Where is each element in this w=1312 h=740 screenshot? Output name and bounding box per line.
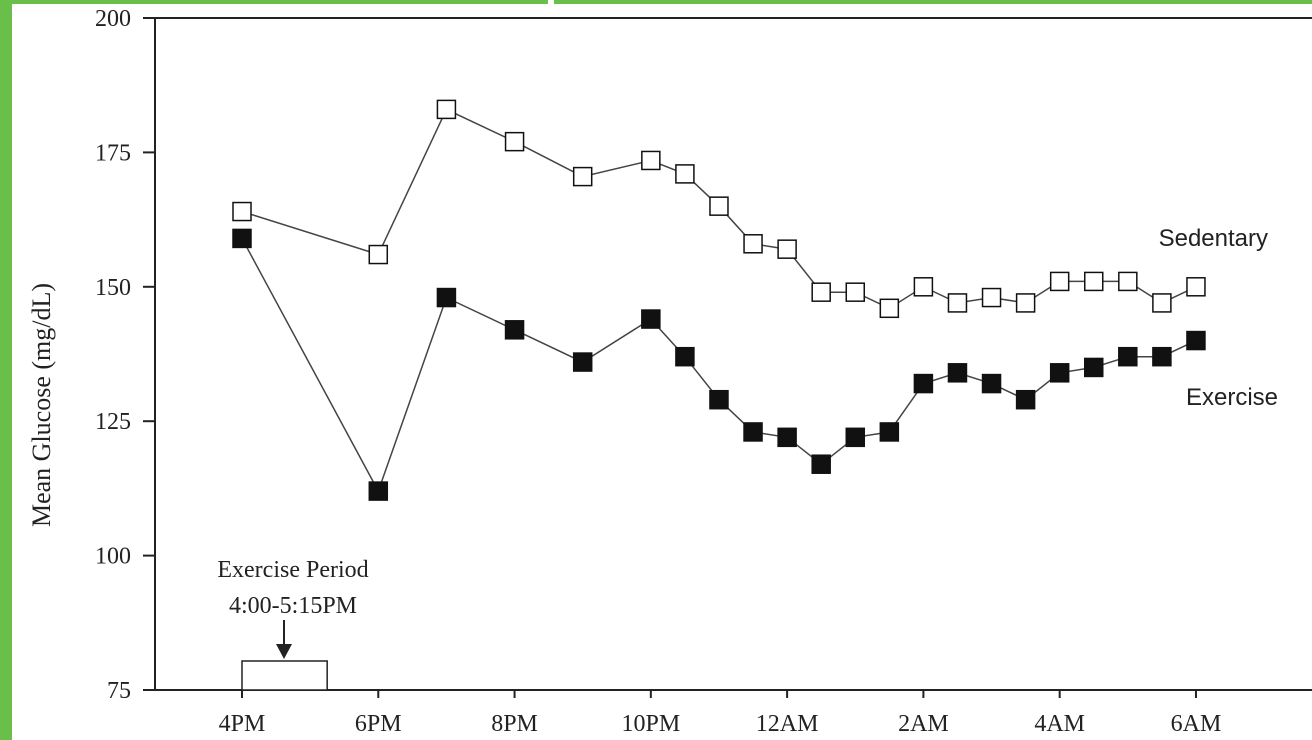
data-point-sedentary (845, 282, 866, 302)
series-lines (241, 108, 1197, 493)
x-tick-label: 4PM (219, 711, 266, 737)
data-point-sedentary (1015, 293, 1036, 313)
data-point-exercise (1084, 357, 1104, 378)
data-point-exercise (777, 427, 797, 448)
data-point-sedentary (981, 287, 1002, 308)
x-tick-label: 6AM (1171, 711, 1222, 737)
x-tick-label: 6PM (355, 711, 402, 737)
data-point-exercise (1049, 363, 1070, 383)
data-point-exercise (504, 320, 525, 340)
data-point-exercise (368, 481, 389, 501)
data-point-sedentary (436, 99, 457, 120)
x-tick-label: 4AM (1034, 711, 1085, 737)
series-label-sedentary: Sedentary (1159, 225, 1268, 252)
data-point-sedentary (1118, 271, 1138, 292)
data-point-sedentary (777, 239, 797, 259)
series-line-sedentary (241, 108, 1197, 310)
x-tick-label: 2AM (898, 711, 949, 737)
data-point-sedentary (641, 150, 661, 171)
y-tick-label: 75 (107, 678, 131, 704)
data-point-exercise (811, 454, 831, 474)
data-point-exercise (232, 228, 252, 249)
data-point-exercise (947, 363, 968, 383)
data-point-exercise (675, 346, 695, 367)
data-point-exercise (743, 422, 763, 442)
frame-notch (548, 0, 554, 5)
data-point-exercise (572, 352, 593, 372)
y-tick-label: 150 (95, 275, 131, 301)
data-point-exercise (879, 422, 900, 442)
data-point-exercise (641, 309, 661, 329)
data-point-exercise (1015, 389, 1036, 410)
data-point-exercise (981, 373, 1002, 394)
frame-border-left (0, 0, 12, 740)
data-point-sedentary (368, 244, 389, 265)
y-tick-label: 125 (95, 409, 131, 435)
data-point-sedentary (879, 298, 900, 319)
x-tick-label: 12AM (756, 711, 819, 737)
data-point-sedentary (232, 201, 252, 222)
y-axis-ticks: 75 100 125 150 175 200 (95, 6, 155, 704)
data-point-sedentary (811, 282, 831, 302)
axes (154, 17, 1312, 691)
frame-border-top (0, 0, 1312, 4)
data-point-exercise (436, 287, 457, 308)
series-markers (232, 99, 1206, 501)
data-point-exercise (709, 389, 729, 410)
y-tick-label: 175 (95, 140, 131, 166)
data-point-exercise (913, 373, 934, 394)
data-point-sedentary (743, 234, 763, 254)
data-point-exercise (1152, 346, 1172, 367)
data-point-sedentary (709, 196, 729, 216)
data-point-sedentary (1049, 271, 1070, 292)
annotation-line1: Exercise Period (217, 557, 368, 583)
data-point-exercise (1118, 346, 1138, 367)
y-tick-label: 100 (95, 544, 131, 570)
data-point-sedentary (1152, 293, 1172, 313)
data-point-sedentary (572, 166, 593, 187)
data-point-sedentary (913, 277, 934, 297)
exercise-period-box (241, 660, 328, 691)
series-line-exercise (241, 238, 1197, 493)
data-point-sedentary (947, 293, 968, 313)
data-point-exercise (845, 427, 866, 448)
data-point-sedentary (1186, 277, 1206, 297)
series-label-exercise: Exercise (1186, 384, 1278, 411)
x-axis-ticks: 4PM 6PM 8PM 10PM 12AM 2AM 4AM 6AM (219, 690, 1222, 737)
x-tick-label: 8PM (491, 711, 538, 737)
data-point-sedentary (675, 164, 695, 184)
annotation-arrowhead (276, 644, 292, 659)
annotation-line2: 4:00-5:15PM (229, 593, 357, 619)
y-axis-title: Mean Glucose (mg/dL) (27, 283, 56, 527)
data-point-sedentary (504, 131, 525, 152)
exercise-period-annotation: Exercise Period 4:00-5:15PM (217, 557, 369, 691)
data-point-sedentary (1084, 271, 1104, 292)
data-point-exercise (1186, 330, 1206, 351)
y-tick-label: 200 (95, 6, 131, 32)
x-tick-label: 10PM (621, 711, 680, 737)
